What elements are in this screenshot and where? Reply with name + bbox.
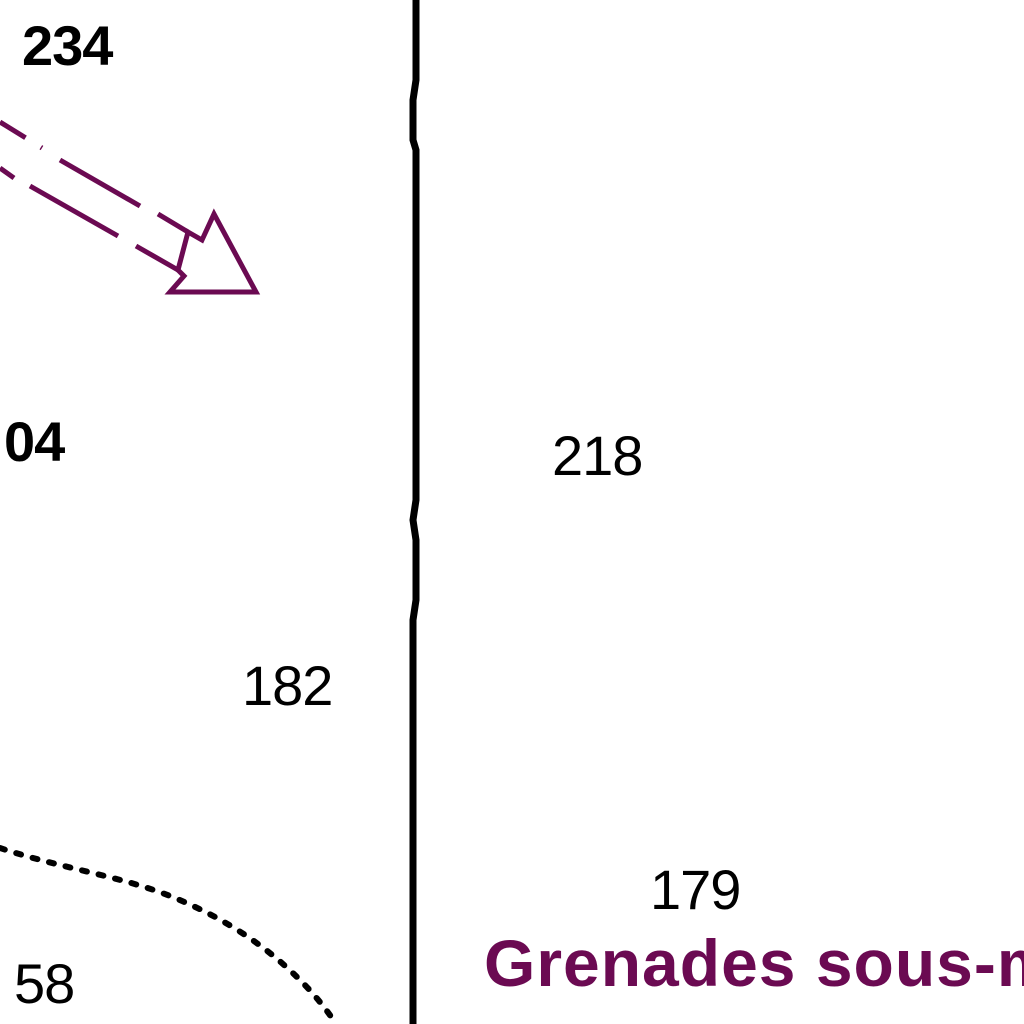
- sounding-label: 179: [650, 858, 741, 921]
- sounding-label: 234: [22, 14, 113, 77]
- sounding-label: 04: [4, 410, 65, 473]
- sounding-label: 218: [552, 424, 643, 487]
- dashed-arrow-icon: [0, 119, 261, 295]
- sounding-label: 58: [14, 952, 75, 1015]
- area-label-grenades: Grenades sous-m: [484, 926, 1024, 1000]
- dotted-depth-contour: [0, 845, 335, 1021]
- sounding-label: 182: [242, 654, 333, 717]
- boundary-line: [409, 0, 420, 1024]
